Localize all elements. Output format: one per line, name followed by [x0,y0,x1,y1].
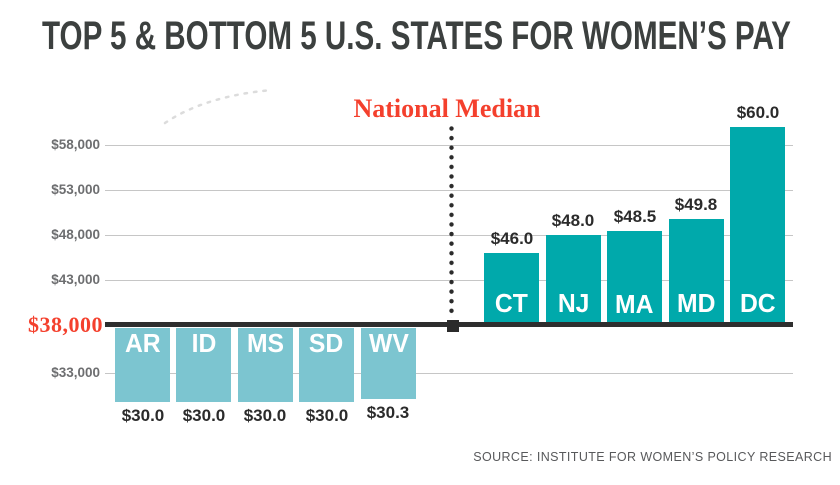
bar-state-label: WV [368,328,409,358]
bar-state-label: DC [739,288,776,318]
bar-value-label: $60.0 [736,103,780,122]
bar-AR: AR [115,328,170,402]
y-gridline [105,373,793,374]
bar-SD: SD [299,328,354,402]
bar-state-label: MA [615,289,654,319]
bar-value-label: $30.0 [305,406,349,425]
national-median-label: National Median [353,94,541,123]
bar-state-label: SD [309,328,344,358]
bar-ID: ID [176,328,231,402]
bar-MA: MA [607,231,662,323]
bar-CT: CT [484,253,539,322]
bar-value-label: $30.0 [182,406,226,425]
y-tick-label: $58,000 [51,137,100,152]
bar-MS: MS [238,328,293,402]
national-median-dotted-line [449,126,454,318]
bar-value-label: $48.5 [613,207,657,226]
bar-state-label: CT [495,288,528,318]
bar-state-label: AR [124,328,161,358]
bar-value-label: $48.0 [551,211,595,230]
bar-MD: MD [669,219,724,322]
bar-value-label: $30.0 [243,406,287,425]
y-tick-label-median: $38,000 [28,312,103,337]
bar-state-label: NJ [557,288,590,318]
bar-WV: WV [361,328,416,399]
bar-NJ: NJ [546,235,601,322]
y-tick-label: $33,000 [51,365,100,380]
chart-title: TOP 5 & BOTTOM 5 U.S. STATES FOR WOMEN’S… [42,14,791,58]
bar-value-label: $30.3 [366,403,410,422]
source-credit: SOURCE: INSTITUTE FOR WOMEN’S POLICY RES… [473,450,832,464]
bar-state-label: MS [246,328,285,358]
bar-value-label: $46.0 [490,229,534,248]
national-median-marker [447,320,459,332]
y-tick-label: $48,000 [51,227,100,242]
bar-state-label: MD [677,288,716,318]
bar-value-label: $30.0 [121,406,165,425]
bar-DC: DC [730,127,785,322]
bar-state-label: ID [191,328,216,358]
y-tick-label: $53,000 [51,182,100,197]
y-tick-label: $43,000 [51,272,100,287]
bar-value-label: $49.8 [674,195,718,214]
